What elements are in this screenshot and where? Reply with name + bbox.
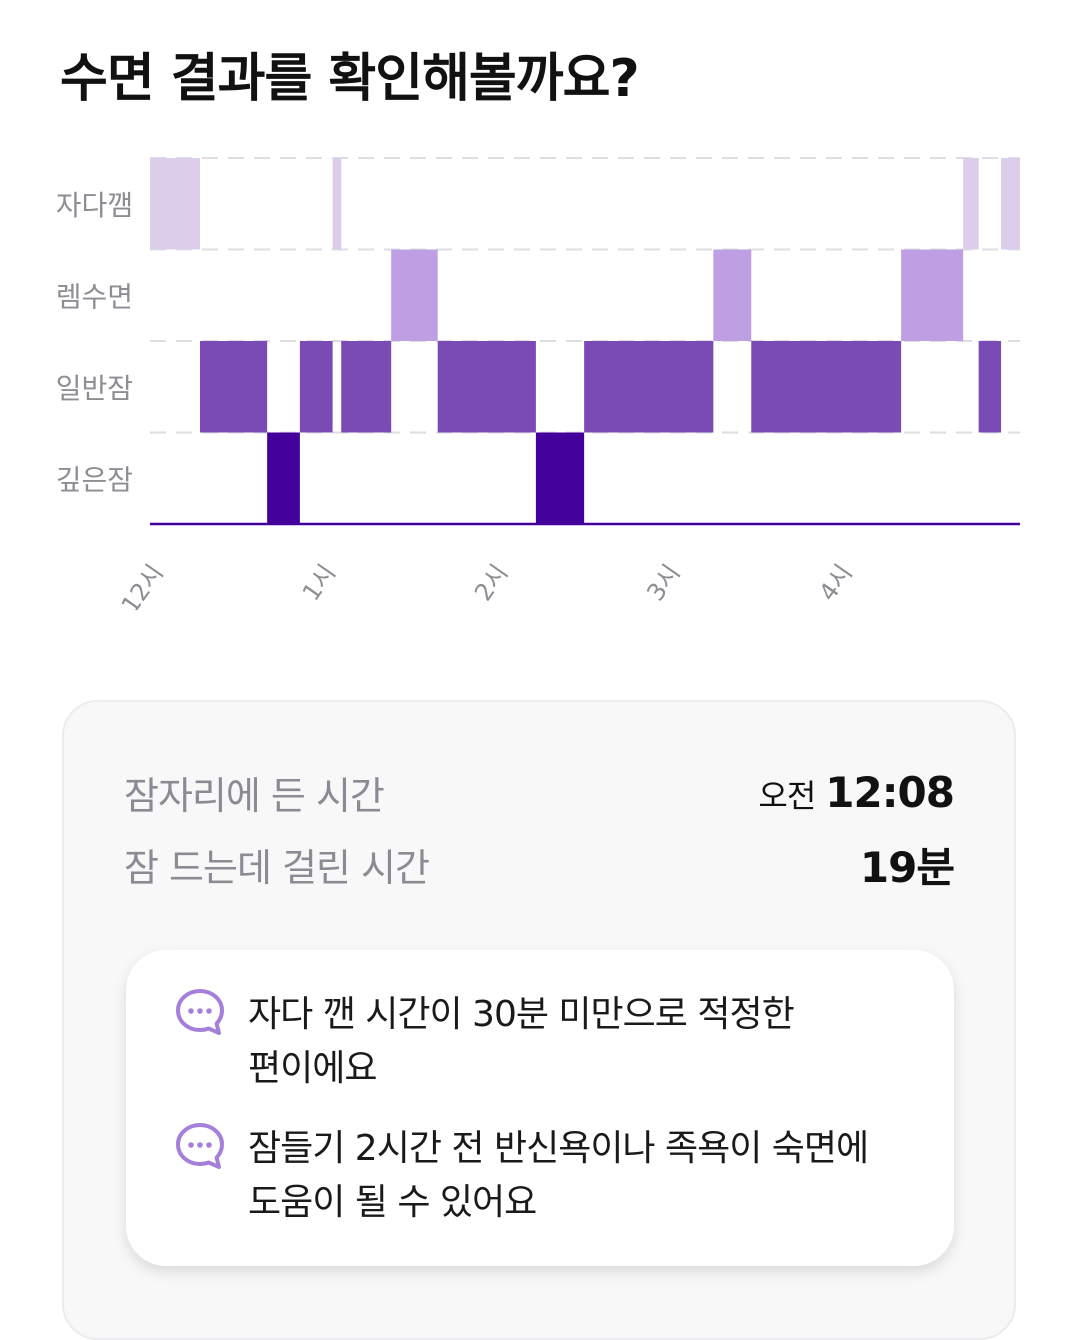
tip-text-line: 자다 깬 시간이 30분 미만으로 적정한	[248, 994, 795, 1035]
bedtime-value: 12:08	[825, 767, 955, 817]
x-tick-label: 12시	[116, 559, 169, 610]
chat-bubble-icon	[176, 989, 224, 1035]
x-tick-label: 2시	[469, 559, 513, 606]
bedtime-row: 잠자리에 든 시간 오전 12:08	[124, 762, 955, 822]
stage-segment	[535, 432, 585, 524]
stage-segment	[713, 249, 752, 341]
stage-segment	[199, 341, 268, 433]
stage-segment	[963, 158, 979, 250]
stage-label: 일반잠	[56, 372, 133, 405]
x-tick-label: 1시	[297, 559, 341, 606]
latency-row: 잠 드는데 걸린 시간 19분	[124, 834, 955, 894]
stage-label: 깊은잠	[56, 463, 133, 496]
sleep-summary-card: 잠자리에 든 시간 오전 12:08 잠 드는데 걸린 시간 19분 자다 깬 시…	[62, 700, 1016, 1340]
stage-segment	[150, 158, 200, 250]
tip-text-line: 편이에요	[248, 1048, 377, 1089]
stage-label: 자다깸	[56, 189, 133, 222]
stage-segment	[299, 341, 333, 433]
tip-text-line: 잠들기 2시간 전 반신욕이나 족욕이 숙면에	[248, 1128, 869, 1169]
latency-label: 잠 드는데 걸린 시간	[124, 845, 430, 890]
tip-item: 잠들기 2시간 전 반신욕이나 족욕이 숙면에 도움이 될 수 있어요	[172, 1122, 914, 1230]
tip-text-line: 도움이 될 수 있어요	[248, 1182, 537, 1223]
stage-segment	[978, 341, 1002, 433]
stage-segment	[1001, 158, 1020, 250]
stage-segment	[437, 341, 536, 433]
stage-segment	[901, 249, 964, 341]
bedtime-label: 잠자리에 든 시간	[124, 773, 385, 818]
stage-segment	[267, 432, 300, 524]
tip-text: 잠들기 2시간 전 반신욕이나 족욕이 숙면에 도움이 될 수 있어요	[248, 1122, 869, 1230]
latency-value: 19분	[859, 842, 955, 892]
stage-segment	[751, 341, 902, 433]
stage-segment	[584, 341, 714, 433]
bedtime-prefix: 오전	[758, 776, 816, 815]
tips-card: 자다 깬 시간이 30분 미만으로 적정한 편이에요 잠들기 2시간 전 반신욕…	[126, 950, 954, 1266]
tip-item: 자다 깬 시간이 30분 미만으로 적정한 편이에요	[172, 988, 914, 1096]
stage-segment	[341, 341, 392, 433]
stage-segment	[332, 158, 342, 250]
x-tick-label: 3시	[641, 559, 685, 606]
chat-bubble-icon	[176, 1123, 224, 1169]
tip-text: 자다 깬 시간이 30분 미만으로 적정한 편이에요	[248, 988, 795, 1096]
stage-segment	[391, 249, 438, 341]
x-tick-label: 4시	[814, 559, 858, 606]
bedtime-value-group: 오전 12:08	[758, 767, 955, 817]
stage-label: 렘수면	[56, 280, 133, 313]
page-title: 수면 결과를 확인해볼까요?	[60, 49, 640, 109]
